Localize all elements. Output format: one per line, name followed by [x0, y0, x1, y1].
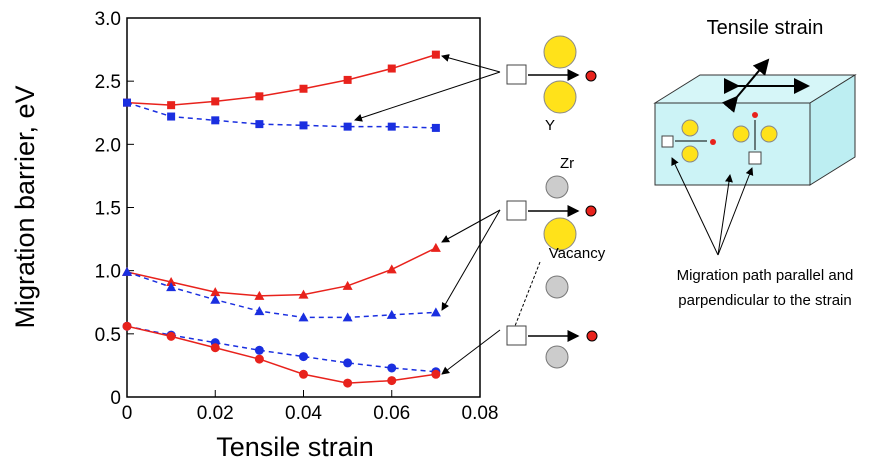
pointer-arrows: [355, 56, 500, 374]
icon-y: [507, 36, 596, 113]
marker: [387, 363, 396, 372]
marker: [387, 376, 396, 385]
x-tick-label: 0.08: [462, 403, 499, 424]
marker: [254, 306, 264, 315]
marker: [167, 113, 175, 121]
marker: [167, 332, 176, 341]
marker: [388, 123, 396, 131]
marker: [343, 379, 352, 388]
series-line: [127, 55, 436, 106]
atom-label: Vacancy: [549, 245, 606, 262]
marker: [167, 101, 175, 109]
marker: [431, 307, 441, 316]
marker: [344, 76, 352, 84]
marker: [255, 120, 263, 128]
marker: [343, 312, 353, 321]
strain-box: [655, 60, 855, 185]
x-axis-label: Tensile strain: [216, 432, 374, 462]
y-axis-label: Migration barrier, eV: [10, 85, 40, 328]
marker: [299, 352, 308, 361]
y-tick-label: 2.5: [95, 72, 121, 93]
marker: [123, 322, 132, 331]
marker: [300, 85, 308, 93]
marker: [299, 312, 309, 321]
x-tick-label: 0.04: [285, 403, 322, 424]
marker: [431, 370, 440, 379]
x-tick-label: 0.06: [373, 403, 410, 424]
inset-title: Tensile strain: [707, 17, 824, 39]
marker: [122, 267, 132, 276]
inset-caption: parpendicular to the strain: [678, 292, 851, 309]
marker: [123, 99, 131, 107]
plot-frame: [127, 18, 480, 397]
x-tick-label: 0.02: [197, 403, 234, 424]
x-tick-label: 0: [122, 403, 133, 424]
marker: [344, 123, 352, 131]
marker: [343, 358, 352, 367]
marker: [255, 92, 263, 100]
y-tick-label: 3.0: [95, 9, 121, 30]
atom-label: Y: [545, 117, 555, 134]
marker: [211, 343, 220, 352]
marker: [431, 243, 441, 252]
marker: [432, 124, 440, 132]
marker: [211, 116, 219, 124]
figure: Tensile strain Migration barrier, eV Y Z…: [0, 0, 881, 469]
marker: [387, 264, 397, 273]
y-tick-label: 1.0: [95, 262, 121, 283]
marker: [300, 121, 308, 129]
y-tick-label: 2.0: [95, 135, 121, 156]
marker: [343, 281, 353, 290]
marker: [388, 65, 396, 73]
icon-zr: [507, 176, 596, 250]
atom-label: Zr: [560, 155, 574, 172]
y-tick-label: 0: [110, 388, 121, 409]
marker: [255, 346, 264, 355]
marker: [432, 51, 440, 59]
marker: [211, 97, 219, 105]
y-tick-label: 0.5: [95, 325, 121, 346]
marker: [299, 370, 308, 379]
marker: [255, 355, 264, 364]
inset-caption: Migration path parallel and: [677, 267, 854, 284]
y-tick-label: 1.5: [95, 199, 121, 220]
icon-vacancy: [507, 262, 597, 368]
